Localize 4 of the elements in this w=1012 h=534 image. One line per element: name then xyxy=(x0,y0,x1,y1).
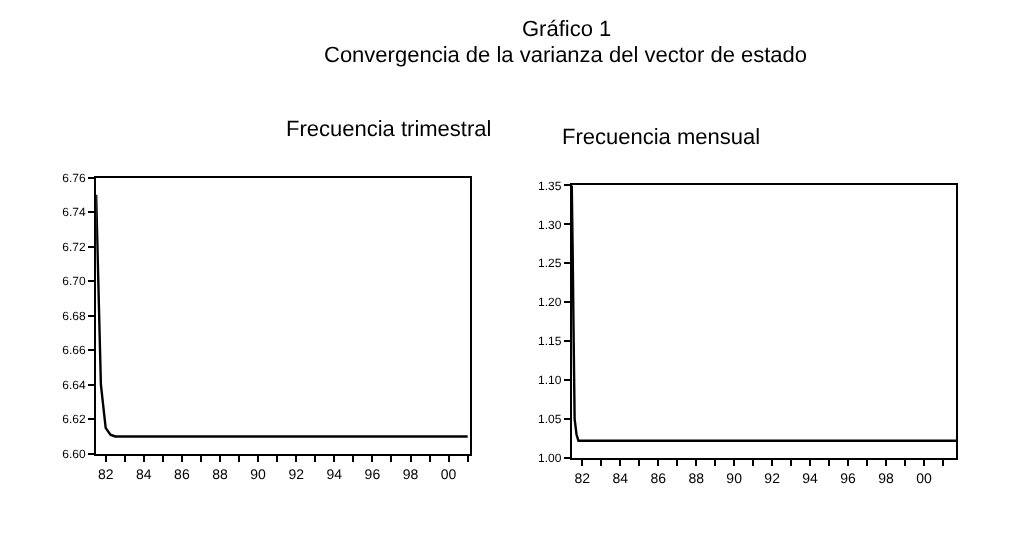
text: Gráfico 1 xyxy=(522,18,612,42)
chart-title: Frecuencia trimestral xyxy=(286,118,492,142)
chart-title: Frecuencia mensual xyxy=(562,126,761,150)
text: Convergencia de la varianza del vector de estado xyxy=(324,44,808,68)
